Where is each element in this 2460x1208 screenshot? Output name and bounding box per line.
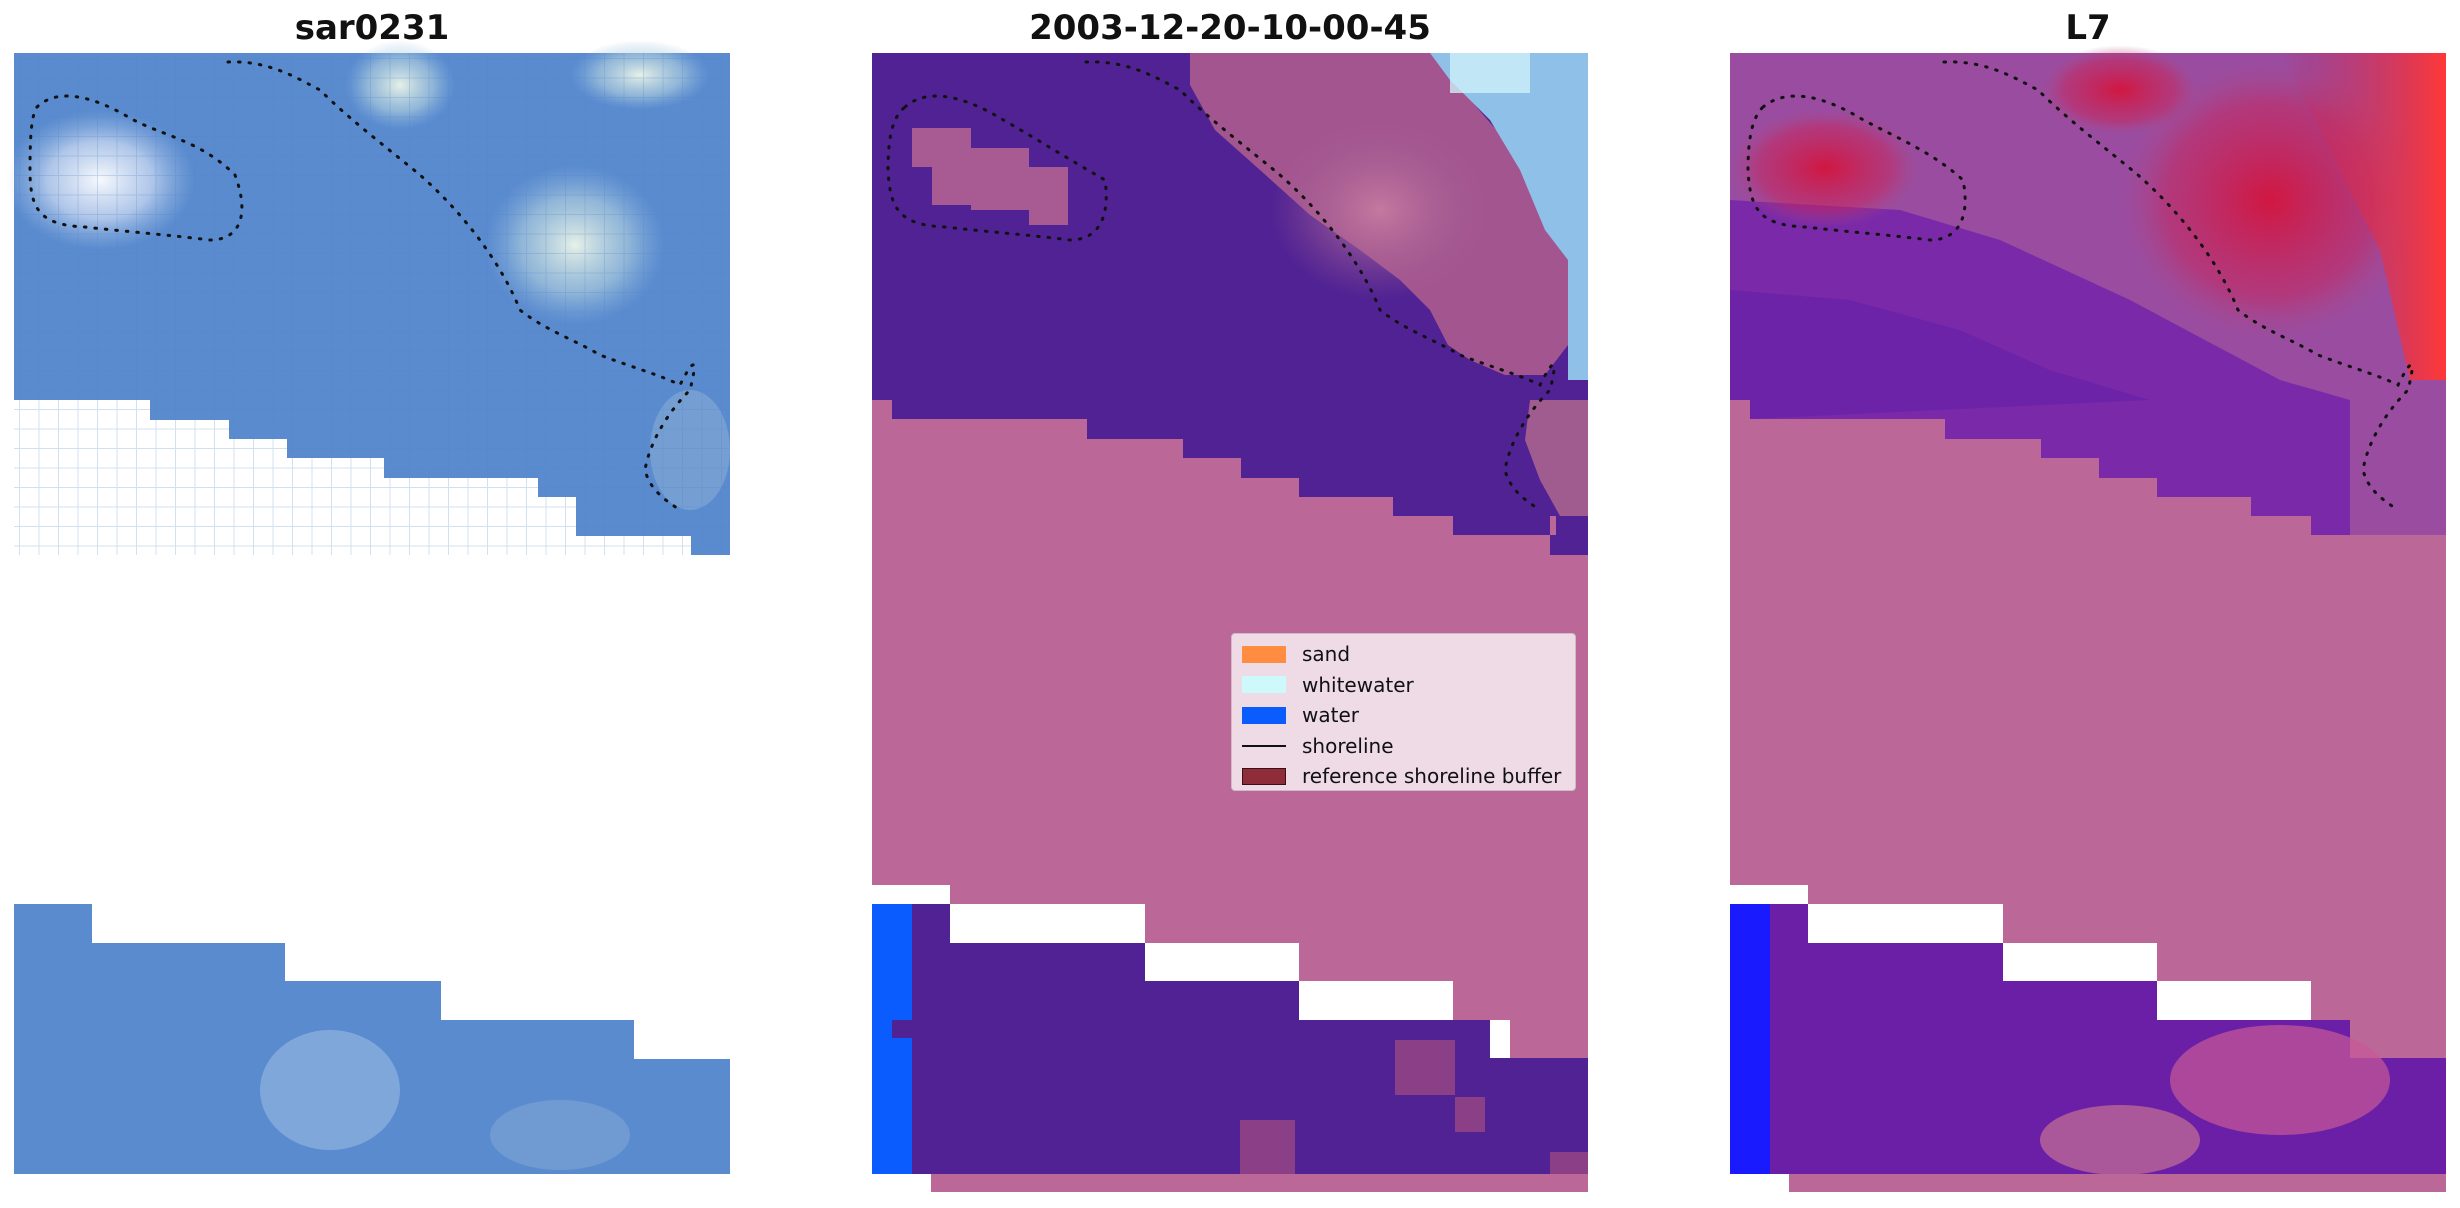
shoreline-dotted	[886, 94, 1108, 242]
whitewater-swatch	[1242, 676, 1286, 694]
legend-label: whitewater	[1302, 672, 1414, 697]
rgb-image-panel	[5, 40, 730, 1174]
legend-item-shoreline: shoreline	[1242, 731, 1565, 762]
legend-label: shoreline	[1302, 733, 1394, 758]
legend-item-buffer: reference shoreline buffer	[1242, 761, 1565, 792]
classification-panel	[872, 53, 1588, 1192]
legend-item-water: water	[1242, 700, 1565, 731]
panel-title-classification: 2003-12-20-10-00-45	[1029, 8, 1431, 48]
buffer-swatch	[1242, 767, 1286, 785]
index-red-patch	[1730, 108, 1920, 228]
panel-title-mndwi: L7	[2065, 8, 2111, 48]
shoreline-dotted	[28, 94, 244, 242]
water-class-strip	[872, 904, 912, 1174]
legend-label: sand	[1302, 642, 1351, 667]
class-patch	[912, 128, 1068, 225]
legend-item-sand: sand	[1242, 639, 1565, 670]
buffer-sand-region	[872, 400, 1588, 1192]
shoreline-dotted	[1746, 94, 1967, 242]
legend: sand whitewater water shoreline referenc…	[1231, 633, 1576, 791]
water-swatch	[1242, 706, 1286, 724]
shoreline-dotted	[1942, 60, 2414, 512]
bright-patch	[260, 1030, 400, 1150]
buffer-sand-region	[1730, 400, 2446, 1192]
index-panel	[1730, 45, 2446, 1192]
legend-label: water	[1302, 703, 1359, 728]
index-blue-strip	[1730, 904, 1770, 1174]
class-patch	[912, 904, 1588, 1174]
whitewater-patch	[1430, 53, 1588, 380]
shoreline-dotted	[226, 60, 696, 512]
shoreline-dotted	[1084, 60, 1556, 512]
sand-swatch	[1242, 645, 1286, 663]
panel-title-rgb: sar0231	[294, 8, 450, 48]
legend-item-whitewater: whitewater	[1242, 670, 1565, 701]
shoreline-line-swatch	[1242, 744, 1286, 747]
legend-label: reference shoreline buffer	[1302, 764, 1562, 789]
